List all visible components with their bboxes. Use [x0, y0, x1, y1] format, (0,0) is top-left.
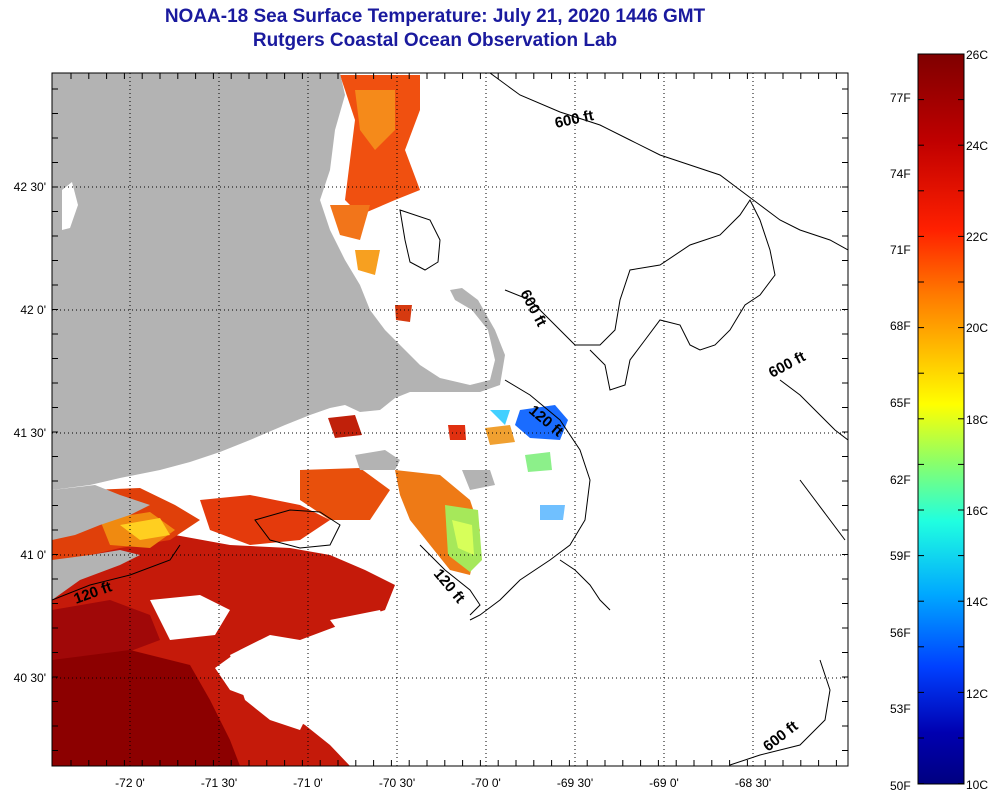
x-tick-label: -72 0': [115, 776, 145, 790]
x-tick-label: -71 30': [201, 776, 237, 790]
colorbar-fahrenheit-label: 53F: [890, 702, 911, 716]
colorbar-fahrenheit-label: 71F: [890, 243, 911, 257]
x-tick-label: -71 0': [293, 776, 323, 790]
x-tick-label: -70 30': [379, 776, 415, 790]
map-grid: [52, 73, 848, 766]
colorbar-celsius-label: 20C: [966, 321, 988, 335]
colorbar-celsius-label: 26C: [966, 48, 988, 62]
colorbar-fahrenheit-label: 50F: [890, 779, 911, 793]
y-tick-label: 41 30': [14, 426, 46, 440]
sst-field: [52, 75, 568, 766]
x-tick-label: -69 0': [649, 776, 679, 790]
colorbar-fahrenheit-label: 77F: [890, 91, 911, 105]
colorbar-celsius-label: 12C: [966, 687, 988, 701]
colorbar-celsius-label: 16C: [966, 504, 988, 518]
colorbar-celsius-label: 14C: [966, 595, 988, 609]
x-tick-label: -68 30': [735, 776, 771, 790]
x-axis-labels: -72 0' -71 30' -71 0' -70 30' -70 0' -69…: [115, 776, 771, 790]
bathymetry-contours: [52, 73, 848, 766]
colorbar-gradient: [917, 53, 965, 785]
y-tick-label: 42 30': [14, 180, 46, 194]
colorbar-fahrenheit-label: 68F: [890, 319, 911, 333]
colorbar-celsius-label: 18C: [966, 413, 988, 427]
colorbar-celsius-label: 24C: [966, 139, 988, 153]
colorbar-celsius-label: 10C: [966, 778, 988, 792]
map-subtitle: Rutgers Coastal Ocean Observation Lab: [252, 30, 618, 51]
land-mass: [52, 73, 505, 600]
x-tick-label: -70 0': [471, 776, 501, 790]
axis-ticks: [52, 73, 848, 766]
plot-frame: [51, 72, 849, 767]
colorbar-fahrenheit-label: 56F: [890, 626, 911, 640]
x-tick-label: -69 30': [557, 776, 593, 790]
colorbar-fahrenheit-label: 65F: [890, 396, 911, 410]
y-tick-label: 41 0': [20, 548, 46, 562]
colorbar: 26C 24C 22C 20C 18C 16C 14C 12C 10C 77F …: [890, 48, 988, 793]
colorbar-fahrenheit-label: 74F: [890, 167, 911, 181]
colorbar-ticks: [918, 53, 964, 785]
y-tick-label: 42 0': [20, 303, 46, 317]
colorbar-celsius-label: 22C: [966, 230, 988, 244]
y-tick-label: 40 30': [14, 671, 46, 685]
colorbar-fahrenheit-label: 62F: [890, 473, 911, 487]
colorbar-fahrenheit-label: 59F: [890, 549, 911, 563]
y-axis-labels: 42 30' 42 0' 41 30' 41 0' 40 30': [14, 180, 46, 685]
map-title: NOAA-18 Sea Surface Temperature: July 21…: [164, 6, 706, 27]
